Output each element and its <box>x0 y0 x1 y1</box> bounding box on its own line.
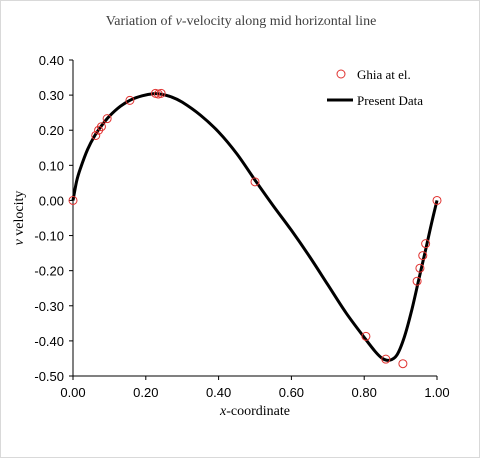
data-point-ghia <box>91 130 101 140</box>
data-point-ghia <box>96 122 106 132</box>
x-tick-label: 1.00 <box>424 385 449 400</box>
y-tick-label: -0.40 <box>34 334 64 349</box>
y-tick-group: 0.40 0.30 0.20 0.10 0.00 -0.10 -0.20 -0.30 -0.40… <box>34 53 73 384</box>
legend: Ghia at el. Present Data <box>327 67 423 108</box>
data-point-ghia <box>102 114 112 124</box>
y-tick-label: -0.20 <box>34 264 64 279</box>
data-point-ghia <box>421 239 431 249</box>
y-tick-label: 0.10 <box>39 158 64 173</box>
x-tick-group: 0.00 0.20 0.40 0.60 0.80 1.00 <box>60 376 450 400</box>
x-tick-label: 0.00 <box>60 385 85 400</box>
data-point-ghia <box>432 195 442 205</box>
x-tick-label: 0.40 <box>206 385 231 400</box>
x-tick-label: 0.20 <box>133 385 158 400</box>
data-point-ghia <box>415 263 425 273</box>
data-point-ghia <box>125 95 135 105</box>
x-tick-label: 0.80 <box>352 385 377 400</box>
x-axis-label: x-coordinate <box>219 404 290 419</box>
data-point-ghia <box>361 331 371 341</box>
y-tick-label: 0.40 <box>39 53 64 68</box>
series-layer <box>68 88 442 369</box>
y-tick-label: -0.30 <box>34 299 64 314</box>
y-tick-label: 0.20 <box>39 123 64 138</box>
y-tick-label: 0.30 <box>39 88 64 103</box>
y-tick-label: 0.00 <box>39 193 64 208</box>
data-point-ghia <box>418 251 428 261</box>
data-point-ghia <box>398 359 408 369</box>
x-tick-label: 0.60 <box>279 385 304 400</box>
legend-label-present: Present Data <box>357 93 423 108</box>
data-point-ghia <box>412 276 422 286</box>
series-line-present-data <box>71 92 439 362</box>
y-tick-label: -0.50 <box>34 369 64 384</box>
data-point-ghia <box>156 88 166 98</box>
legend-marker-ghia <box>336 69 346 79</box>
chart-title: Variation of v-velocity along mid horizo… <box>106 14 377 29</box>
y-axis-label: v velocity <box>12 191 27 246</box>
data-point-ghia <box>68 195 78 205</box>
y-tick-label: -0.10 <box>34 229 64 244</box>
data-point-ghia <box>250 177 260 187</box>
data-point-ghia <box>381 354 391 364</box>
legend-label-ghia: Ghia at el. <box>357 67 411 82</box>
